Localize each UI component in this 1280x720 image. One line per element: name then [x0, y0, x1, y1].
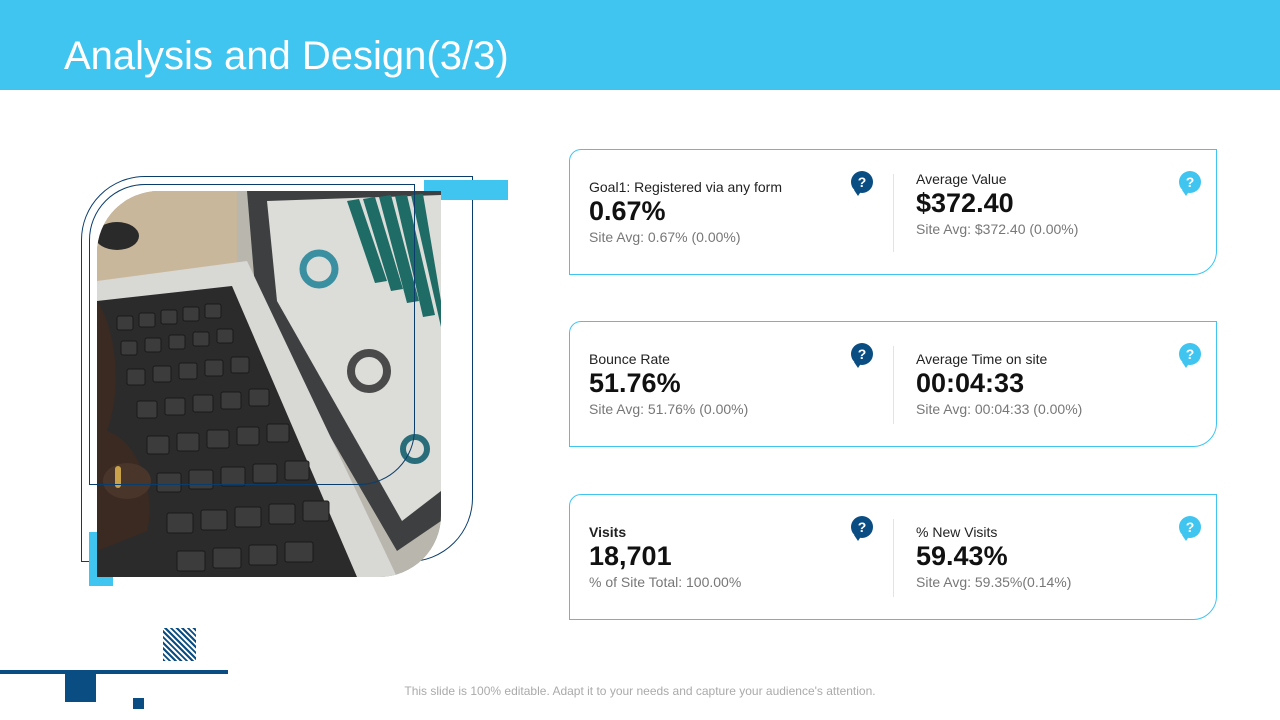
decorative-square	[65, 674, 96, 702]
metric-value: 59.43%	[916, 541, 1008, 571]
title-bar: Analysis and Design(3/3)	[0, 0, 1280, 90]
image-frame-inner	[89, 184, 415, 485]
metric-value: 00:04:33	[916, 368, 1025, 398]
divider	[893, 519, 894, 597]
decorative-square	[133, 698, 144, 709]
metric-value: 0.67%	[589, 196, 666, 226]
help-question-icon[interactable]: ?	[1179, 516, 1201, 541]
help-question-icon[interactable]: ?	[851, 343, 873, 368]
divider	[893, 174, 894, 252]
page-title: Analysis and Design(3/3)	[64, 34, 509, 78]
metric-label: Average Value	[916, 171, 1007, 187]
accent-bar	[424, 180, 508, 200]
divider	[893, 346, 894, 424]
metric-label: Bounce Rate	[589, 351, 670, 367]
metric-value: 51.76%	[589, 368, 681, 398]
footer-note: This slide is 100% editable. Adapt it to…	[404, 684, 876, 698]
help-question-icon[interactable]: ?	[1179, 343, 1201, 368]
metric-label: Goal1: Registered via any form	[589, 179, 782, 195]
metric-site-total: % of Site Total: 100.00%	[589, 574, 742, 590]
metric-value: $372.40	[916, 188, 1014, 218]
help-question-icon[interactable]: ?	[851, 516, 873, 541]
metric-site-avg: Site Avg: 51.76% (0.00%)	[589, 401, 749, 417]
metric-new-visits: % New Visits 59.43% Site Avg: 59.35%(0.1…	[916, 495, 1216, 621]
help-question-icon[interactable]: ?	[851, 171, 873, 196]
decorative-line	[0, 670, 228, 674]
metric-bounce-rate: Bounce Rate 51.76% Site Avg: 51.76% (0.0…	[589, 322, 889, 448]
metric-site-avg: Site Avg: 0.67% (0.00%)	[589, 229, 741, 245]
metric-card: Visits 18,701 % of Site Total: 100.00% ?…	[569, 494, 1217, 620]
metric-goal1: Goal1: Registered via any form 0.67% Sit…	[589, 150, 889, 276]
metric-label: % New Visits	[916, 524, 998, 540]
metric-card: Goal1: Registered via any form 0.67% Sit…	[569, 149, 1217, 275]
metric-average-value: Average Value $372.40 Site Avg: $372.40 …	[916, 150, 1216, 276]
metric-site-avg: Site Avg: 59.35%(0.14%)	[916, 574, 1072, 590]
metric-label: Visits	[589, 524, 627, 540]
metric-label: Average Time on site	[916, 351, 1048, 367]
metric-visits: Visits 18,701 % of Site Total: 100.00%	[589, 495, 889, 621]
metric-card: Bounce Rate 51.76% Site Avg: 51.76% (0.0…	[569, 321, 1217, 447]
hatch-decoration	[163, 628, 196, 661]
metric-average-time: Average Time on site 00:04:33 Site Avg: …	[916, 322, 1216, 448]
metric-value: 18,701	[589, 541, 672, 571]
metric-site-avg: Site Avg: $372.40 (0.00%)	[916, 221, 1079, 237]
help-question-icon[interactable]: ?	[1179, 171, 1201, 196]
metric-site-avg: Site Avg: 00:04:33 (0.00%)	[916, 401, 1083, 417]
